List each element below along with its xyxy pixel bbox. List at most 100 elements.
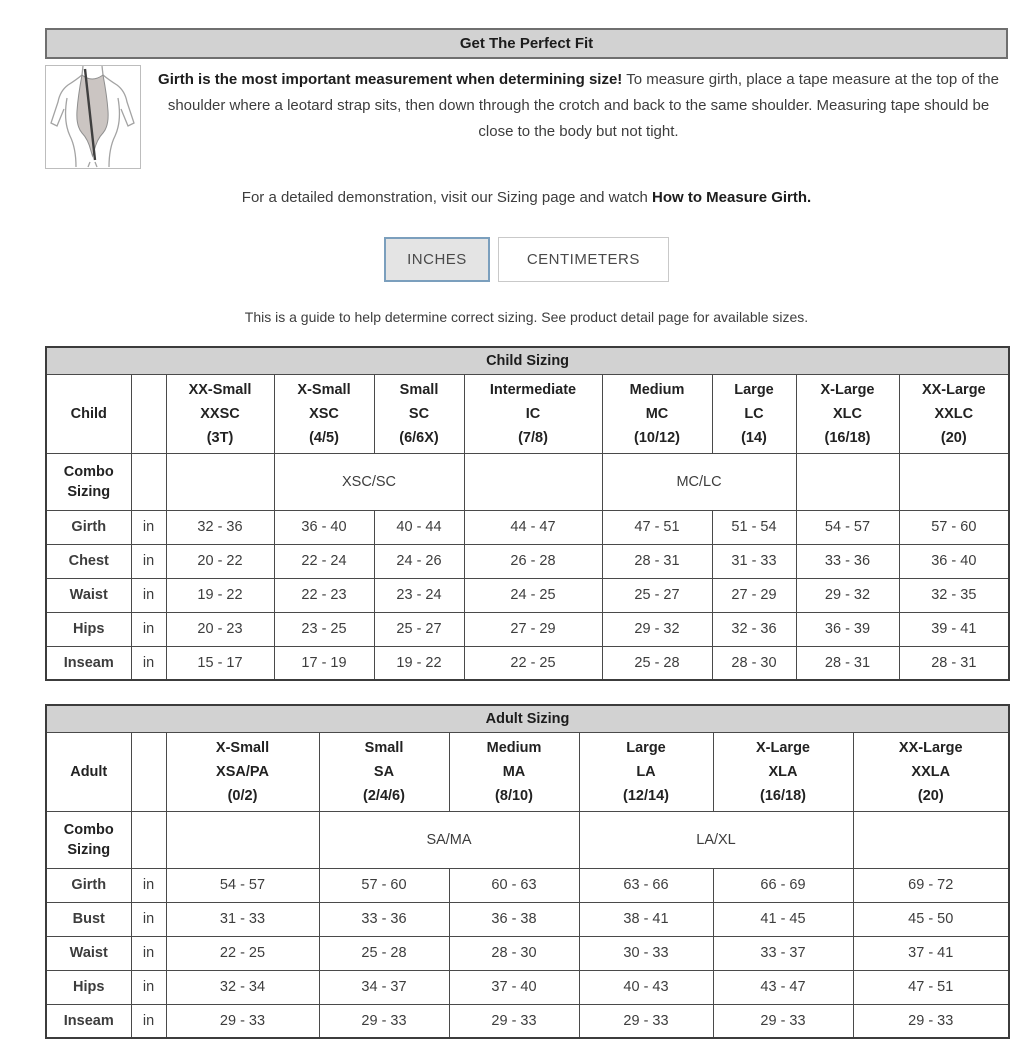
column-header-large: Large LA (12/14) <box>578 731 714 812</box>
adult-waist-row: Waist in 22 - 25 25 - 28 28 - 30 30 - 33… <box>45 935 1010 971</box>
unit-cell: in <box>130 611 167 647</box>
size-value-cell: 31 - 33 <box>165 901 320 937</box>
size-value-cell: 23 - 25 <box>273 611 375 647</box>
combo-span-cell <box>165 452 275 511</box>
row-label: Inseam <box>45 645 132 681</box>
column-header-x-large: X-Large XLA (16/18) <box>712 731 854 812</box>
size-value-cell: 32 - 34 <box>165 969 320 1005</box>
size-value-cell: 33 - 36 <box>318 901 450 937</box>
size-value-cell: 36 - 39 <box>795 611 900 647</box>
unit-column-header <box>130 731 167 812</box>
child-girth-row: Girth in 32 - 36 36 - 40 40 - 44 44 - 47… <box>45 509 1010 545</box>
column-header-intermediate: Intermediate IC (7/8) <box>463 373 603 454</box>
child-hips-row: Hips in 20 - 23 23 - 25 25 - 27 27 - 29 … <box>45 611 1010 647</box>
table-title-row: Child Sizing <box>45 346 1010 375</box>
size-value-cell: 29 - 33 <box>578 1003 714 1039</box>
column-header-xx-large: XX-Large XXLA (20) <box>852 731 1010 812</box>
size-value-cell: 40 - 44 <box>373 509 465 545</box>
size-value-cell: 22 - 24 <box>273 543 375 579</box>
row-label: Bust <box>45 901 132 937</box>
inches-button[interactable]: INCHES <box>384 237 490 282</box>
row-label: Chest <box>45 543 132 579</box>
unit-cell: in <box>130 577 167 613</box>
size-value-cell: 22 - 23 <box>273 577 375 613</box>
size-value-cell: 40 - 43 <box>578 969 714 1005</box>
size-guide-page: Get The Perfect Fit Girth is the most im… <box>45 28 1010 1039</box>
sizing-note: This is a guide to help determine correc… <box>244 309 809 325</box>
row-label: Hips <box>45 611 132 647</box>
size-value-cell: 31 - 33 <box>711 543 797 579</box>
size-value-cell: 47 - 51 <box>852 969 1010 1005</box>
size-value-cell: 29 - 33 <box>852 1003 1010 1039</box>
size-value-cell: 19 - 22 <box>165 577 275 613</box>
column-header-xx-large: XX-Large XXLC (20) <box>898 373 1010 454</box>
intro-section: Girth is the most important measurement … <box>45 65 1008 169</box>
child-sizing-table: Child Sizing Child XX-Small XXSC (3T) X-Sm… <box>45 346 1010 681</box>
size-value-cell: 19 - 22 <box>373 645 465 681</box>
size-value-cell: 29 - 32 <box>601 611 713 647</box>
combo-span-cell: MC/LC <box>601 452 797 511</box>
size-value-cell: 54 - 57 <box>795 509 900 545</box>
size-value-cell: 22 - 25 <box>463 645 603 681</box>
size-value-cell: 44 - 47 <box>463 509 603 545</box>
size-value-cell: 60 - 63 <box>448 867 580 903</box>
size-value-cell: 24 - 25 <box>463 577 603 613</box>
size-value-cell: 38 - 41 <box>578 901 714 937</box>
row-label: Girth <box>45 509 132 545</box>
size-value-cell: 41 - 45 <box>712 901 854 937</box>
adult-corner-label: Adult <box>45 731 132 812</box>
size-value-cell: 29 - 33 <box>318 1003 450 1039</box>
unit-cell: in <box>130 935 167 971</box>
unit-cell: in <box>130 1003 167 1039</box>
size-value-cell: 47 - 51 <box>601 509 713 545</box>
size-value-cell: 28 - 31 <box>898 645 1010 681</box>
table-title-row: Adult Sizing <box>45 704 1010 733</box>
size-value-cell: 32 - 36 <box>165 509 275 545</box>
size-value-cell: 57 - 60 <box>318 867 450 903</box>
child-waist-row: Waist in 19 - 22 22 - 23 23 - 24 24 - 25… <box>45 577 1010 613</box>
column-header-small: Small SC (6/6X) <box>373 373 465 454</box>
unit-column-header <box>130 373 167 454</box>
combo-span-cell: SA/MA <box>318 810 580 869</box>
child-header-row: Child XX-Small XXSC (3T) X-Small XSC (4/5) S… <box>45 373 1010 454</box>
row-label: Girth <box>45 867 132 903</box>
girth-instructions-body: To measure girth, place a tape measure a… <box>167 71 999 140</box>
size-value-cell: 23 - 24 <box>373 577 465 613</box>
size-value-cell: 32 - 35 <box>898 577 1010 613</box>
centimeters-button[interactable]: CENTIMETERS <box>497 237 669 282</box>
combo-sizing-label: Combo Sizing <box>45 452 132 511</box>
size-value-cell: 29 - 33 <box>712 1003 854 1039</box>
adult-table-title: Adult Sizing <box>45 704 1010 733</box>
adult-bust-row: Bust in 31 - 33 33 - 36 36 - 38 38 - 41 … <box>45 901 1010 937</box>
child-inseam-row: Inseam in 15 - 17 17 - 19 19 - 22 22 - 2… <box>45 645 1010 681</box>
adult-hips-row: Hips in 32 - 34 34 - 37 37 - 40 40 - 43 … <box>45 969 1010 1005</box>
size-value-cell: 63 - 66 <box>578 867 714 903</box>
column-header-x-small: X-Small XSC (4/5) <box>273 373 375 454</box>
size-value-cell: 25 - 27 <box>373 611 465 647</box>
column-header-x-small: X-Small XSA/PA (0/2) <box>165 731 320 812</box>
size-value-cell: 36 - 38 <box>448 901 580 937</box>
column-header-x-large: X-Large XLC (16/18) <box>795 373 900 454</box>
size-value-cell: 33 - 36 <box>795 543 900 579</box>
size-value-cell: 29 - 33 <box>165 1003 320 1039</box>
size-value-cell: 20 - 22 <box>165 543 275 579</box>
unit-cell <box>130 452 167 511</box>
size-value-cell: 32 - 36 <box>711 611 797 647</box>
combo-span-cell <box>165 810 320 869</box>
size-value-cell: 22 - 25 <box>165 935 320 971</box>
size-value-cell: 37 - 40 <box>448 969 580 1005</box>
row-label: Inseam <box>45 1003 132 1039</box>
size-value-cell: 66 - 69 <box>712 867 854 903</box>
column-header-medium: Medium MA (8/10) <box>448 731 580 812</box>
child-chest-row: Chest in 20 - 22 22 - 24 24 - 26 26 - 28… <box>45 543 1010 579</box>
girth-instructions: Girth is the most important measurement … <box>149 67 1008 145</box>
unit-cell: in <box>130 867 167 903</box>
child-table-title: Child Sizing <box>45 346 1010 375</box>
unit-toggle: INCHES CENTIMETERS <box>45 237 1008 282</box>
combo-span-cell <box>852 810 1010 869</box>
adult-combo-row: Combo Sizing SA/MA LA/XL <box>45 810 1010 869</box>
size-value-cell: 28 - 31 <box>601 543 713 579</box>
unit-cell <box>130 810 167 869</box>
adult-girth-row: Girth in 54 - 57 57 - 60 60 - 63 63 - 66… <box>45 867 1010 903</box>
size-value-cell: 20 - 23 <box>165 611 275 647</box>
